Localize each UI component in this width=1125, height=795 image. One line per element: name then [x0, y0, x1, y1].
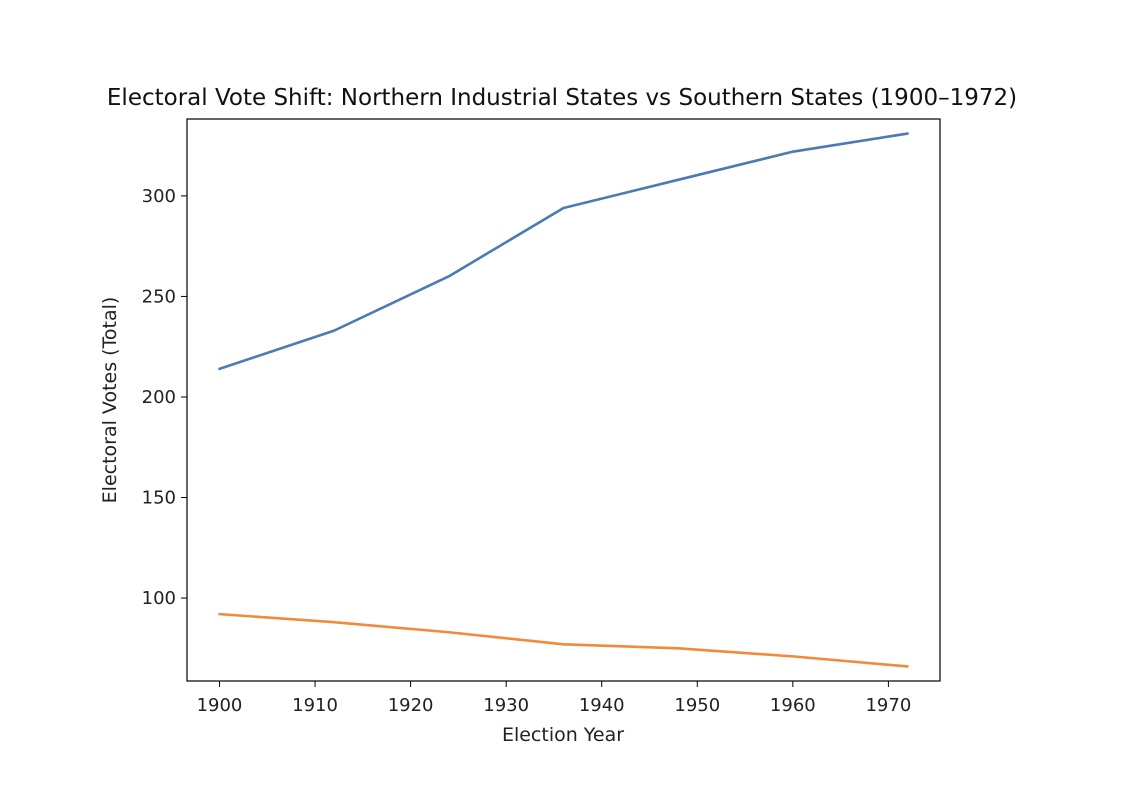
x-tick-label: 1960: [770, 695, 816, 716]
x-tick-label: 1900: [197, 695, 243, 716]
y-tick-label: 250: [142, 286, 176, 307]
series-line-2: Southern States: [218, 612, 909, 668]
chart-title: Electoral Vote Shift: Northern Industria…: [107, 85, 1017, 111]
series-layer: Northern Industrial States Southern State…: [218, 132, 909, 668]
y-axis-label: Electoral Votes (Total): [99, 297, 121, 504]
x-tick-label: 1920: [388, 695, 434, 716]
y-tick-label: 100: [142, 588, 176, 609]
plot-frame: [186, 118, 941, 682]
x-tick-label: 1930: [483, 695, 529, 716]
y-tick-label: 200: [142, 387, 176, 408]
x-tick-label: 1950: [674, 695, 720, 716]
y-tick-label: 150: [142, 488, 176, 509]
series-line-1: Northern Industrial States: [218, 132, 909, 371]
x-axis-ticks: 1900 1910 1920 1930 1940 1950 1960 1970: [197, 681, 911, 716]
x-tick-label: 1970: [865, 695, 911, 716]
x-tick-label: 1940: [579, 695, 625, 716]
x-tick-label: 1910: [292, 695, 338, 716]
y-axis-ticks: 100 150 200 250 300: [142, 186, 187, 609]
x-axis-label: Election Year: [502, 724, 624, 746]
y-tick-label: 300: [142, 186, 176, 207]
